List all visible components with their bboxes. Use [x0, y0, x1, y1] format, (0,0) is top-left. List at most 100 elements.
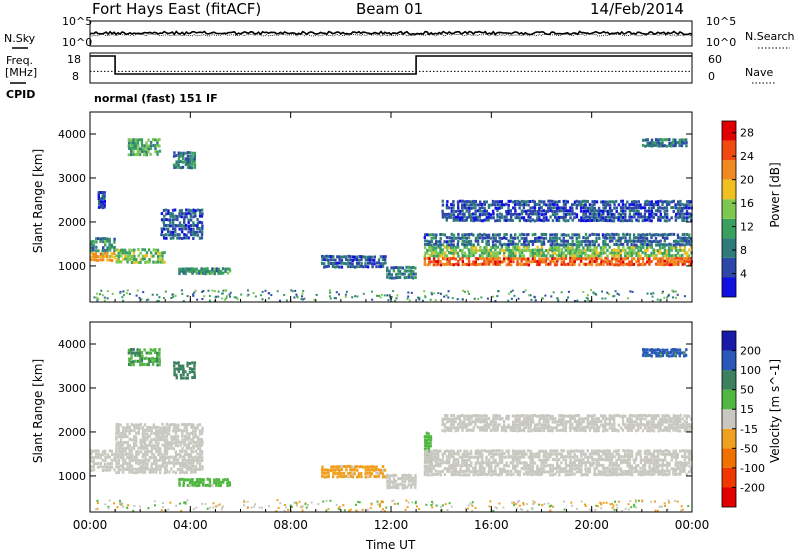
power-scatter-cell	[315, 293, 318, 296]
velocity-echo-cell	[476, 455, 480, 459]
velocity-echo-cell	[139, 423, 142, 426]
velocity-echo-cell	[476, 417, 479, 421]
power-echo-cell	[523, 203, 526, 206]
velocity-echo-cell	[150, 444, 153, 448]
velocity-echo-cell	[617, 423, 621, 427]
power-echo-cell	[582, 216, 585, 220]
velocity-echo-cell	[665, 417, 669, 421]
velocity-echo-cell	[445, 458, 449, 462]
velocity-echo-cell	[470, 416, 473, 420]
velocity-echo-cell	[124, 449, 127, 453]
power-echo-cell	[672, 254, 675, 257]
power-echo-cell	[145, 254, 148, 258]
power-echo-cell	[648, 215, 651, 219]
power-echo-cell	[602, 236, 605, 240]
velocity-echo-cell	[674, 455, 678, 459]
velocity-echo-cell	[181, 364, 185, 368]
velocity-echo-cell	[369, 468, 372, 472]
power-echo-cell	[538, 263, 541, 266]
velocity-echo-cell	[445, 417, 449, 421]
power-echo-cell	[578, 218, 581, 222]
power-echo-cell	[468, 200, 471, 204]
velocity-echo-cell	[452, 423, 455, 426]
power-scatter-cell	[207, 289, 210, 292]
velocity-echo-cell	[428, 469, 431, 473]
power-echo-cell	[590, 257, 594, 261]
power-echo-cell	[321, 254, 324, 258]
velocity-echo-cell	[535, 452, 539, 456]
velocity-echo-cell	[412, 482, 415, 486]
velocity-echo-cell	[165, 449, 169, 453]
velocity-echo-cell	[201, 467, 204, 471]
power-echo-cell	[503, 233, 506, 237]
power-echo-cell	[187, 224, 191, 228]
power-echo-cell	[578, 236, 581, 240]
power-echo-cell	[509, 242, 512, 246]
velocity-echo-cell	[170, 435, 173, 439]
power-echo-cell	[137, 144, 140, 147]
power-echo-cell	[690, 215, 693, 219]
velocity-echo-cell	[140, 363, 144, 367]
power-echo-cell	[573, 254, 576, 258]
velocity-echo-cell	[184, 376, 187, 380]
velocity-echo-cell	[467, 423, 471, 427]
power-echo-cell	[663, 219, 667, 223]
velocity-echo-cell	[450, 414, 453, 417]
velocity-echo-cell	[590, 414, 594, 418]
power-scatter-cell	[182, 300, 185, 302]
velocity-echo-cell	[518, 473, 521, 477]
velocity-echo-cell	[505, 473, 508, 477]
power-echo-cell	[505, 212, 508, 216]
velocity-echo-cell	[407, 476, 411, 480]
power-echo-cell	[154, 150, 157, 154]
velocity-echo-cell	[573, 461, 576, 465]
velocity-echo-cell	[588, 470, 592, 474]
power-echo-cell	[633, 239, 636, 243]
power-scatter-cell	[296, 295, 299, 298]
power-echo-cell	[551, 213, 555, 217]
velocity-echo-cell	[444, 461, 447, 464]
power-scatter-cell	[473, 297, 476, 300]
power-echo-cell	[99, 197, 103, 201]
power-echo-cell	[127, 141, 131, 145]
power-echo-cell	[565, 213, 568, 217]
power-scatter-cell	[291, 290, 294, 293]
power-echo-cell	[498, 219, 502, 223]
power-echo-cell	[602, 242, 605, 246]
power-echo-cell	[566, 239, 569, 243]
velocity-echo-cell	[172, 464, 176, 468]
velocity-echo-cell	[90, 459, 93, 463]
velocity-echo-cell	[403, 476, 406, 480]
power-scatter-cell	[510, 297, 513, 300]
velocity-echo-cell	[580, 458, 583, 462]
velocity-echo-cell	[571, 464, 574, 468]
power-echo-cell	[608, 200, 612, 204]
power-echo-cell	[496, 219, 499, 222]
velocity-echo-cell	[196, 467, 200, 471]
velocity-echo-cell	[131, 446, 134, 450]
power-scatter-cell	[229, 291, 232, 294]
power-echo-cell	[148, 258, 151, 261]
power-scatter-cell	[672, 290, 675, 293]
power-echo-cell	[145, 144, 148, 148]
power-echo-cell	[621, 209, 625, 213]
velocity-echo-cell	[99, 456, 102, 460]
power-echo-cell	[132, 152, 135, 156]
power-echo-cell	[198, 236, 202, 240]
power-echo-cell	[143, 248, 147, 252]
velocity-echo-cell	[635, 452, 638, 456]
velocity-echo-cell	[474, 470, 477, 473]
power-echo-cell	[509, 257, 513, 261]
velocity-echo-cell	[485, 449, 488, 453]
power-scatter-cell	[126, 289, 129, 292]
power-scatter-cell	[445, 294, 448, 297]
velocity-echo-cell	[132, 363, 135, 367]
velocity-echo-cell	[674, 426, 677, 430]
velocity-echo-cell	[602, 473, 605, 477]
power-echo-cell	[566, 200, 569, 204]
velocity-echo-cell	[630, 449, 634, 453]
power-echo-cell	[99, 258, 103, 262]
power-scatter-cell	[567, 290, 570, 293]
power-echo-cell	[452, 206, 455, 210]
power-echo-cell	[470, 262, 473, 266]
